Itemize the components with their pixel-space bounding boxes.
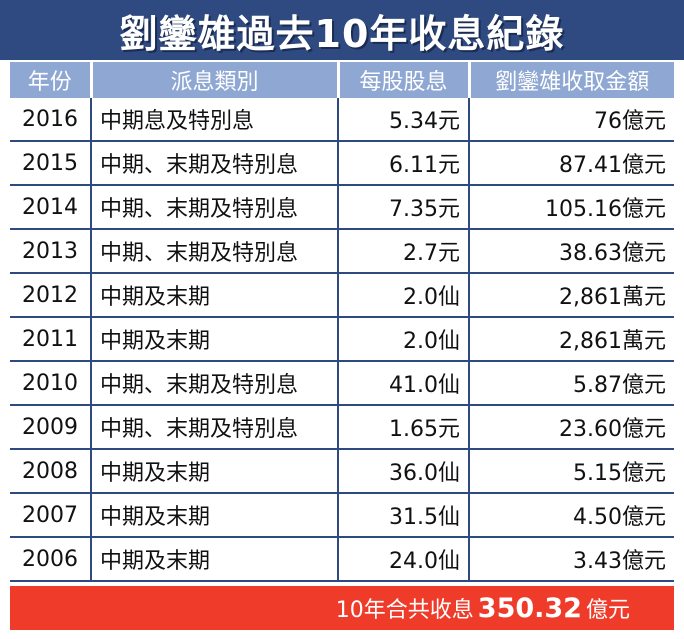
cell-dps: 2.7元 xyxy=(337,229,469,274)
header-amount: 劉鑾雄收取金額 xyxy=(467,62,674,98)
cell-amount: 2,861萬元 xyxy=(468,273,674,318)
table-row: 2013 中期、末期及特別息 2.7元 38.63億元 xyxy=(10,229,674,274)
total-summary-bar: 10年合共收息 350.32 億元 xyxy=(10,586,674,630)
cell-amount: 105.16億元 xyxy=(468,185,674,230)
cell-amount: 5.87億元 xyxy=(468,361,674,406)
cell-year: 2008 xyxy=(10,449,91,494)
cell-year: 2013 xyxy=(10,229,91,274)
cell-dps: 2.0仙 xyxy=(337,317,469,362)
cell-type: 中期息及特別息 xyxy=(90,98,338,142)
cell-year: 2009 xyxy=(10,405,91,450)
table-row: 2006 中期及末期 24.0仙 3.43億元 xyxy=(10,537,674,582)
cell-dps: 7.35元 xyxy=(337,185,469,230)
cell-amount: 38.63億元 xyxy=(468,229,674,274)
dividend-table: 年份 派息類別 每股股息 劉鑾雄收取金額 2016 中期息及特別息 5.34元 … xyxy=(10,62,674,582)
cell-amount: 5.15億元 xyxy=(468,449,674,494)
cell-dps: 1.65元 xyxy=(337,405,469,450)
table-row: 2010 中期、末期及特別息 41.0仙 5.87億元 xyxy=(10,361,674,406)
cell-year: 2007 xyxy=(10,493,91,538)
cell-type: 中期及末期 xyxy=(90,537,338,582)
cell-type: 中期、末期及特別息 xyxy=(90,185,338,230)
cell-dps: 41.0仙 xyxy=(337,361,469,406)
table-row: 2014 中期、末期及特別息 7.35元 105.16億元 xyxy=(10,185,674,230)
cell-dps: 31.5仙 xyxy=(337,493,469,538)
cell-year: 2012 xyxy=(10,273,91,318)
cell-year: 2016 xyxy=(10,98,91,142)
cell-amount: 2,861萬元 xyxy=(468,317,674,362)
cell-dps: 5.34元 xyxy=(337,98,469,142)
cell-type: 中期、末期及特別息 xyxy=(90,141,338,186)
cell-amount: 23.60億元 xyxy=(468,405,674,450)
table-row: 2012 中期及末期 2.0仙 2,861萬元 xyxy=(10,273,674,318)
cell-year: 2015 xyxy=(10,141,91,186)
cell-year: 2011 xyxy=(10,317,91,362)
cell-amount: 87.41億元 xyxy=(468,141,674,186)
cell-type: 中期、末期及特別息 xyxy=(90,405,338,450)
table-row: 2015 中期、末期及特別息 6.11元 87.41億元 xyxy=(10,141,674,186)
page-title: 劉鑾雄過去10年收息紀錄 xyxy=(119,11,565,56)
title-banner: 劉鑾雄過去10年收息紀錄 xyxy=(0,0,684,60)
cell-year: 2006 xyxy=(10,537,91,582)
cell-type: 中期及末期 xyxy=(90,273,338,318)
cell-amount: 3.43億元 xyxy=(468,537,674,582)
header-type: 派息類別 xyxy=(89,62,338,98)
cell-type: 中期、末期及特別息 xyxy=(90,361,338,406)
total-prefix: 10年合共收息 xyxy=(335,598,474,623)
cell-dps: 24.0仙 xyxy=(337,537,469,582)
table-header-row: 年份 派息類別 每股股息 劉鑾雄收取金額 xyxy=(10,62,674,98)
cell-type: 中期、末期及特別息 xyxy=(90,229,338,274)
header-dps: 每股股息 xyxy=(336,62,469,98)
cell-amount: 76億元 xyxy=(468,98,674,142)
cell-dps: 36.0仙 xyxy=(337,449,469,494)
total-value: 350.32 xyxy=(477,592,582,624)
cell-type: 中期及末期 xyxy=(90,317,338,362)
cell-dps: 6.11元 xyxy=(337,141,469,186)
cell-type: 中期及末期 xyxy=(90,493,338,538)
table-row: 2016 中期息及特別息 5.34元 76億元 xyxy=(10,98,674,142)
total-suffix: 億元 xyxy=(585,598,630,623)
cell-year: 2010 xyxy=(10,361,91,406)
header-year: 年份 xyxy=(10,62,91,98)
cell-dps: 2.0仙 xyxy=(337,273,469,318)
table-row: 2009 中期、末期及特別息 1.65元 23.60億元 xyxy=(10,405,674,450)
table-row: 2007 中期及末期 31.5仙 4.50億元 xyxy=(10,493,674,538)
table-row: 2008 中期及末期 36.0仙 5.15億元 xyxy=(10,449,674,494)
cell-amount: 4.50億元 xyxy=(468,493,674,538)
cell-year: 2014 xyxy=(10,185,91,230)
cell-type: 中期及末期 xyxy=(90,449,338,494)
table-row: 2011 中期及末期 2.0仙 2,861萬元 xyxy=(10,317,674,362)
